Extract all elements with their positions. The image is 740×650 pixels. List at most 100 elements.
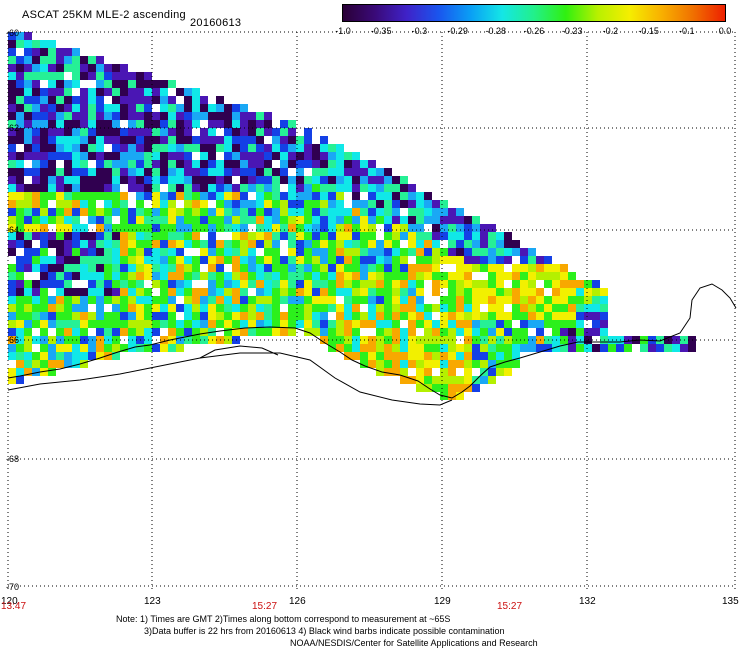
wind-cell (8, 224, 16, 232)
wind-cell (416, 192, 424, 200)
wind-cell (232, 304, 240, 312)
wind-cell (344, 296, 352, 304)
wind-cell (312, 144, 320, 152)
wind-cell (288, 176, 296, 184)
wind-cell (240, 296, 248, 304)
time-label-3: 15:27 (497, 601, 522, 612)
wind-cell (448, 224, 456, 232)
wind-cell (288, 184, 296, 192)
wind-cell (176, 344, 184, 352)
wind-cell (296, 208, 304, 216)
wind-cell (456, 320, 464, 328)
wind-cell (48, 320, 56, 328)
wind-cell (472, 256, 480, 264)
wind-cell (192, 168, 200, 176)
wind-cell (456, 264, 464, 272)
wind-cell (64, 216, 72, 224)
wind-cell (384, 280, 392, 288)
wind-cell (32, 152, 40, 160)
wind-cell (448, 376, 456, 384)
wind-cell (232, 112, 240, 120)
wind-cell (256, 120, 264, 128)
wind-cell (336, 320, 344, 328)
wind-cell (464, 216, 472, 224)
wind-cell (264, 320, 272, 328)
wind-cell (352, 224, 360, 232)
wind-cell (400, 296, 408, 304)
wind-cell (320, 240, 328, 248)
wind-cell (64, 296, 72, 304)
wind-cell (80, 312, 88, 320)
wind-cell (56, 280, 64, 288)
wind-cell (48, 352, 56, 360)
wind-cell (424, 376, 432, 384)
wind-cell (384, 232, 392, 240)
wind-cell (352, 200, 360, 208)
wind-cell (152, 184, 160, 192)
wind-cell (72, 312, 80, 320)
wind-cell (480, 312, 488, 320)
wind-cell (80, 168, 88, 176)
wind-cell (120, 328, 128, 336)
wind-cell (48, 264, 56, 272)
wind-cell (400, 248, 408, 256)
wind-cell (288, 240, 296, 248)
wind-cell (376, 248, 384, 256)
wind-cell (24, 360, 32, 368)
wind-cell (384, 360, 392, 368)
wind-cell (40, 72, 48, 80)
wind-cell (248, 280, 256, 288)
wind-cell (248, 200, 256, 208)
wind-cell (584, 280, 592, 288)
wind-cell (488, 272, 496, 280)
wind-cell (320, 224, 328, 232)
wind-cell (568, 328, 576, 336)
wind-cell (232, 136, 240, 144)
wind-cell (200, 128, 208, 136)
wind-cell (232, 272, 240, 280)
wind-cell (344, 272, 352, 280)
wind-cell (560, 304, 568, 312)
colorbar-label: -0.35 (370, 26, 392, 36)
wind-cell (328, 176, 336, 184)
wind-cell (440, 272, 448, 280)
lat-label-60: -60 (6, 28, 19, 38)
wind-cell (88, 168, 96, 176)
wind-cell (80, 288, 88, 296)
wind-cell (80, 192, 88, 200)
wind-cell (16, 304, 24, 312)
wind-cell (424, 264, 432, 272)
wind-cell (424, 248, 432, 256)
wind-cell (120, 248, 128, 256)
wind-cell (24, 280, 32, 288)
wind-cell (256, 224, 264, 232)
wind-cell (544, 256, 552, 264)
wind-cell (104, 248, 112, 256)
wind-cell (16, 240, 24, 248)
wind-cell (72, 240, 80, 248)
wind-cell (456, 280, 464, 288)
wind-cell (184, 192, 192, 200)
wind-cell (72, 224, 80, 232)
wind-cell (352, 280, 360, 288)
wind-cell (104, 312, 112, 320)
wind-cell (344, 152, 352, 160)
wind-cell (128, 152, 136, 160)
wind-cell (24, 224, 32, 232)
wind-cell (8, 320, 16, 328)
wind-cell (256, 152, 264, 160)
wind-cell (576, 328, 584, 336)
wind-cell (8, 168, 16, 176)
wind-cell (496, 328, 504, 336)
wind-cell (120, 168, 128, 176)
wind-cell (40, 200, 48, 208)
wind-cell (440, 280, 448, 288)
wind-cell (80, 64, 88, 72)
wind-cell (368, 168, 376, 176)
wind-cell (232, 152, 240, 160)
wind-cell (392, 304, 400, 312)
wind-cell (600, 328, 608, 336)
wind-cell (464, 312, 472, 320)
wind-cell (112, 344, 120, 352)
wind-cell (384, 248, 392, 256)
